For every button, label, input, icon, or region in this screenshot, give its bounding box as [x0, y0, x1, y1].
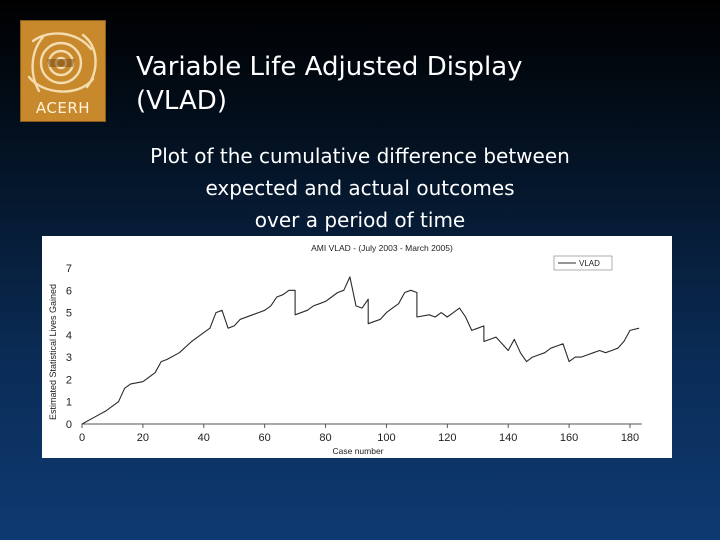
x-tick-label: 100 [377, 432, 395, 444]
x-axis-label: Case number [332, 446, 383, 456]
logo-text: ACERH [35, 99, 91, 117]
title-line-1: Variable Life Adjusted Display [136, 52, 523, 82]
y-axis-label: Estimated Statistical Lives Gained [48, 284, 58, 420]
y-tick-label: 0 [66, 419, 72, 431]
x-tick-label: 80 [319, 432, 331, 444]
y-tick-label: 4 [66, 330, 72, 342]
chart-panel: AMI VLAD - (July 2003 - March 2005) Esti… [42, 236, 672, 458]
vlad-series-line [81, 276, 640, 425]
x-tick-label: 20 [137, 432, 149, 444]
y-tick-label: 6 [66, 285, 72, 297]
y-tick-label: 5 [66, 308, 72, 320]
subtitle-line-3: over a period of time [254, 208, 466, 232]
subtitle-line-1: Plot of the cumulative difference betwee… [150, 144, 570, 168]
slide-subtitle: Plot of the cumulative difference betwee… [70, 140, 650, 236]
legend-label: VLAD [579, 259, 600, 268]
logo-emblem-icon [27, 32, 97, 93]
slide-title: Variable Life Adjusted Display (VLAD) [136, 50, 696, 118]
y-tick-label: 1 [66, 397, 72, 409]
y-tick-label: 7 [66, 263, 72, 275]
x-tick-label: 140 [499, 432, 517, 444]
y-tick-label: 3 [66, 352, 72, 364]
x-tick-label: 0 [79, 432, 85, 444]
legend: VLAD [553, 255, 613, 271]
y-axis: 0 1 2 3 4 5 6 7 [66, 263, 72, 431]
x-tick-label: 40 [198, 432, 210, 444]
title-line-2: (VLAD) [136, 86, 227, 116]
legend-box [553, 255, 613, 271]
chart-title: AMI VLAD - (July 2003 - March 2005) [311, 243, 453, 253]
subtitle-line-2: expected and actual outcomes [205, 176, 515, 200]
vlad-chart: AMI VLAD - (July 2003 - March 2005) Esti… [48, 243, 642, 456]
x-tick-label: 180 [621, 432, 639, 444]
x-tick-label: 60 [259, 432, 271, 444]
x-axis: 0 20 40 60 80 100 120 140 160 180 [79, 424, 639, 444]
acerh-logo: ACERH [20, 20, 106, 122]
y-tick-label: 2 [66, 374, 72, 386]
x-tick-label: 160 [560, 432, 578, 444]
x-tick-label: 120 [438, 432, 456, 444]
